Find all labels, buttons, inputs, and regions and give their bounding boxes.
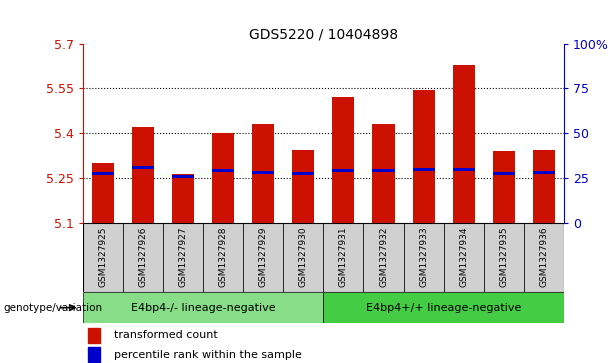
Bar (132, 127, 154, 223)
Bar (243, 223, 283, 292)
Text: E4bp4-/- lineage-negative: E4bp4-/- lineage-negative (131, 303, 275, 313)
Bar (413, 168, 435, 171)
Text: GSM1327929: GSM1327929 (259, 226, 268, 287)
Bar (292, 172, 314, 175)
Text: GSM1327925: GSM1327925 (98, 226, 107, 287)
Text: GSM1327930: GSM1327930 (299, 226, 308, 287)
Bar (92, 172, 114, 175)
Bar (212, 169, 234, 172)
Bar (524, 223, 564, 292)
Bar (493, 151, 515, 223)
Bar (132, 166, 154, 170)
Text: GSM1327933: GSM1327933 (419, 226, 428, 287)
Bar (452, 65, 474, 223)
Bar (252, 171, 274, 174)
Bar (283, 223, 324, 292)
Bar (533, 150, 555, 223)
Bar (373, 125, 395, 223)
Bar (203, 223, 243, 292)
Text: GSM1327936: GSM1327936 (539, 226, 549, 287)
Text: percentile rank within the sample: percentile rank within the sample (114, 350, 302, 360)
Bar (292, 150, 314, 223)
Bar (533, 171, 555, 174)
Bar (332, 169, 354, 172)
Bar (83, 292, 324, 323)
Text: transformed count: transformed count (114, 330, 218, 340)
Bar (403, 223, 444, 292)
Bar (452, 168, 474, 171)
Bar (172, 175, 194, 179)
Bar (413, 90, 435, 223)
Bar (212, 133, 234, 223)
Bar (324, 223, 364, 292)
Bar (493, 172, 515, 175)
Bar (364, 223, 403, 292)
Text: GSM1327931: GSM1327931 (339, 226, 348, 287)
Title: GDS5220 / 10404898: GDS5220 / 10404898 (249, 27, 398, 41)
Text: GSM1327932: GSM1327932 (379, 226, 388, 287)
Bar (163, 223, 203, 292)
Bar (88, 347, 100, 362)
Bar (92, 163, 114, 223)
Bar (444, 223, 484, 292)
Bar (332, 97, 354, 223)
Bar (373, 169, 395, 172)
Text: GSM1327935: GSM1327935 (500, 226, 508, 287)
Text: genotype/variation: genotype/variation (3, 303, 102, 313)
Bar (252, 125, 274, 223)
Bar (88, 328, 100, 343)
Bar (83, 223, 123, 292)
Text: GSM1327934: GSM1327934 (459, 226, 468, 287)
Bar (484, 223, 524, 292)
Bar (324, 292, 564, 323)
Bar (172, 174, 194, 223)
Text: E4bp4+/+ lineage-negative: E4bp4+/+ lineage-negative (366, 303, 521, 313)
Text: GSM1327927: GSM1327927 (178, 226, 188, 287)
Bar (123, 223, 163, 292)
Text: GSM1327928: GSM1327928 (219, 226, 227, 287)
Text: GSM1327926: GSM1327926 (139, 226, 147, 287)
